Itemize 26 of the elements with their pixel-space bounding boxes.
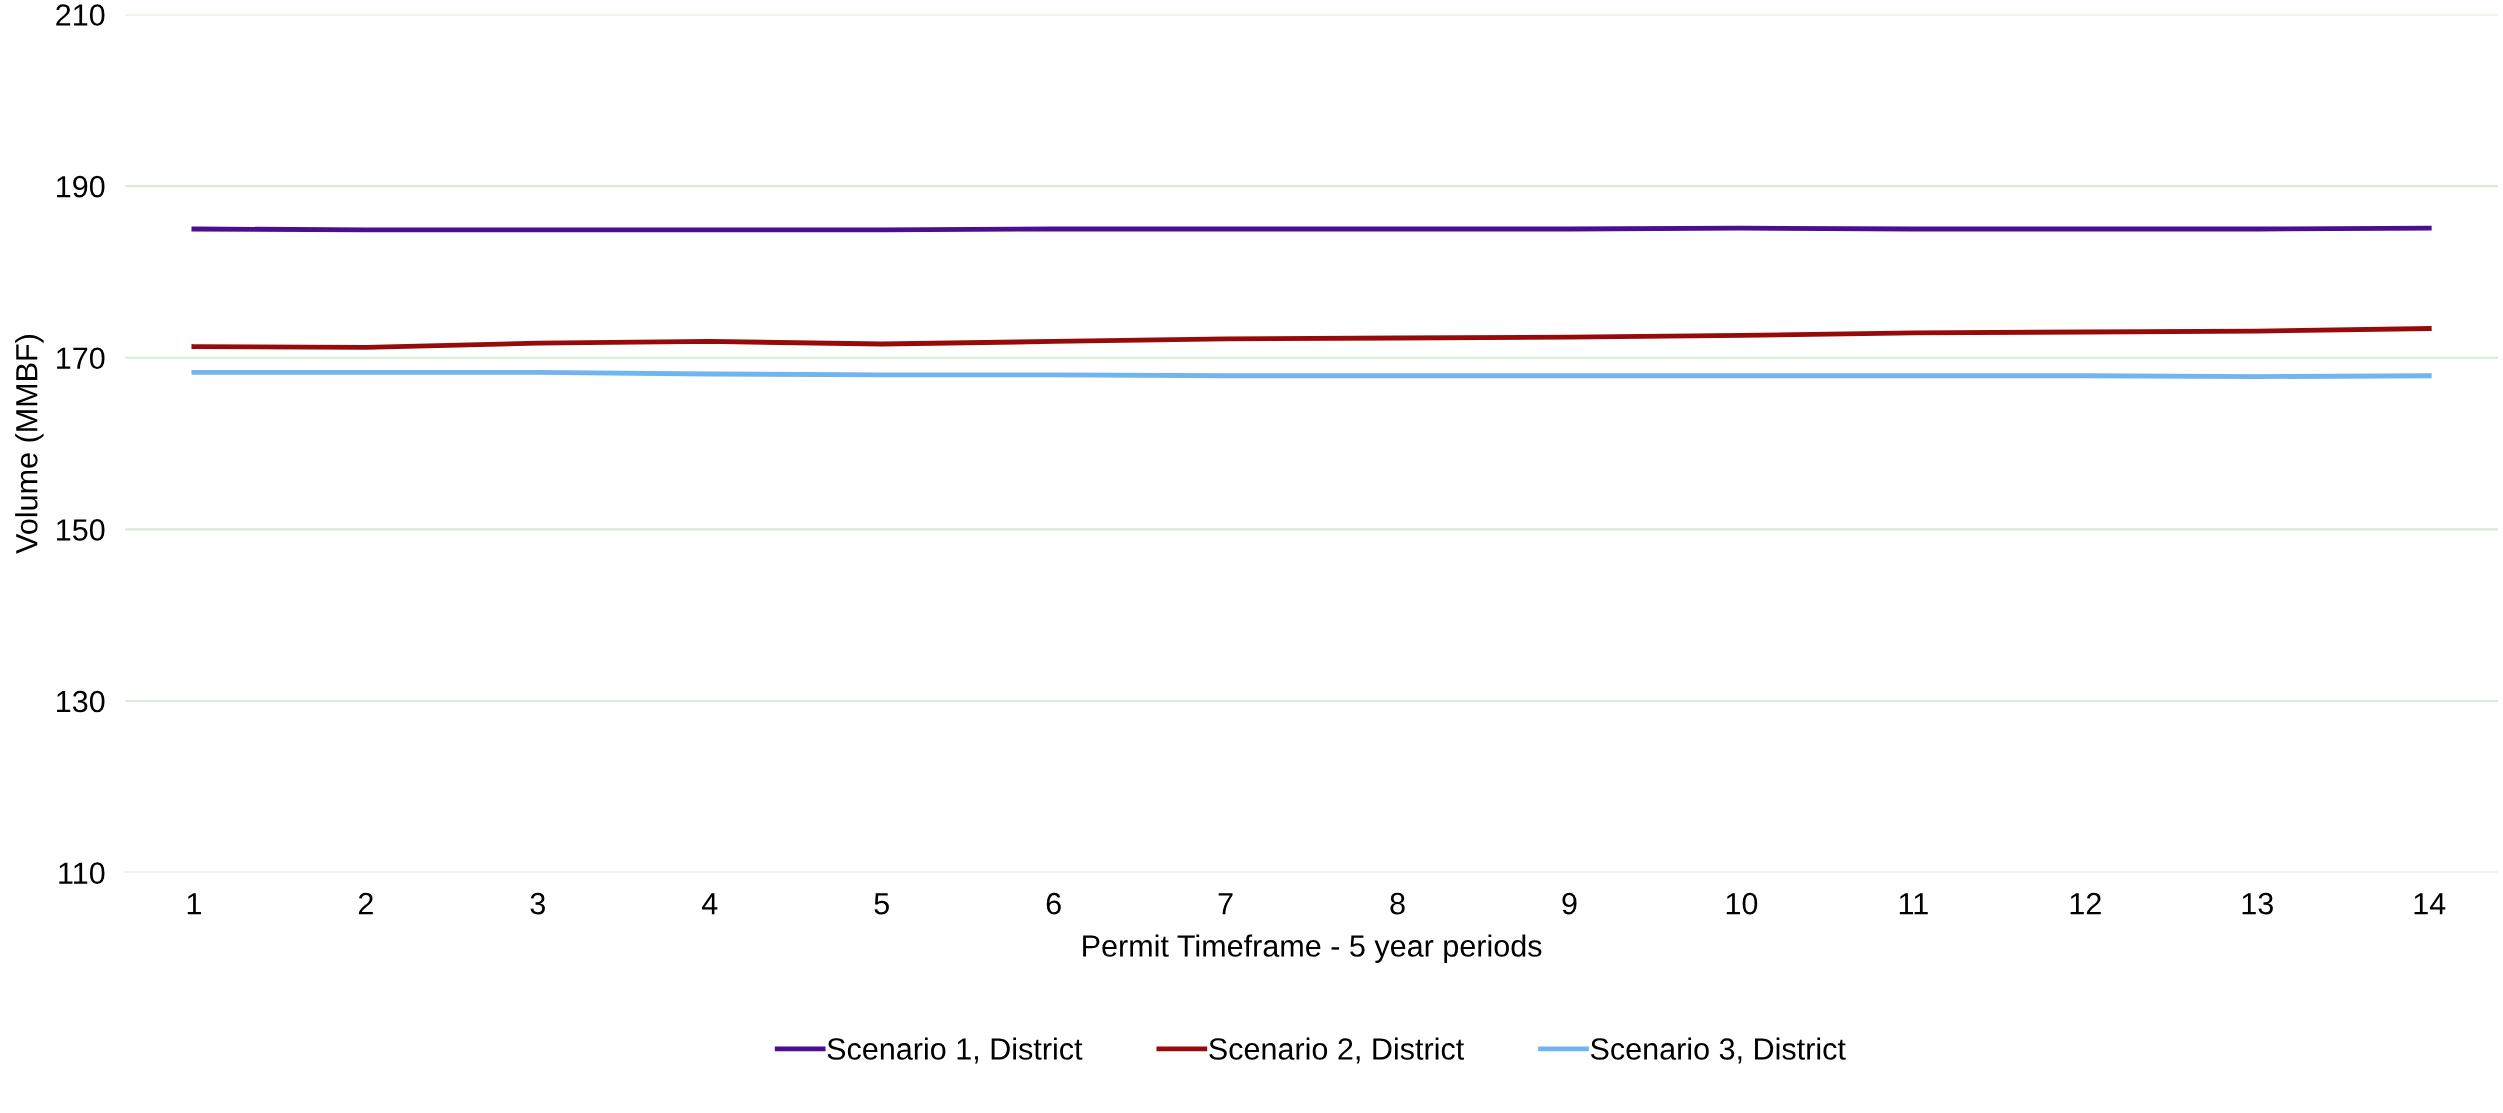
x-tick-label: 10 xyxy=(1726,892,1758,915)
x-tick-label: 5 xyxy=(874,893,889,915)
x-tick-label: 1 xyxy=(187,893,201,915)
x-tick-label: 3 xyxy=(530,892,545,915)
x-axis-title: Permit Timeframe - 5 year periods xyxy=(1083,934,1542,963)
y-tick-label: 110 xyxy=(59,862,105,884)
x-tick-label: 13 xyxy=(2242,892,2273,915)
x-tick-label: 14 xyxy=(2414,893,2446,915)
x-tick-label: 7 xyxy=(1218,893,1233,915)
x-tick-label: 4 xyxy=(701,893,718,915)
legend-label: Scenario 1, District xyxy=(827,1037,1083,1064)
x-tick-label: 11 xyxy=(1899,893,1928,915)
y-tick-label: 150 xyxy=(57,519,105,541)
x-tick-label: 2 xyxy=(358,892,373,915)
x-tick-label: 12 xyxy=(2070,892,2101,915)
x-tick-label: 8 xyxy=(1390,892,1405,915)
y-axis-title: Volume (MMBF) xyxy=(15,335,44,554)
y-tick-label: 190 xyxy=(57,175,105,198)
legend-label: Scenario 3, District xyxy=(1590,1037,1846,1064)
y-tick-label: 170 xyxy=(57,347,105,370)
y-tick-label: 210 xyxy=(56,4,105,26)
y-tick-label: 130 xyxy=(57,690,105,713)
x-tick-label: 6 xyxy=(1046,892,1061,915)
line-series xyxy=(191,326,2432,350)
x-tick-label: 9 xyxy=(1562,892,1577,915)
legend-label: Scenario 2, District xyxy=(1209,1037,1464,1064)
